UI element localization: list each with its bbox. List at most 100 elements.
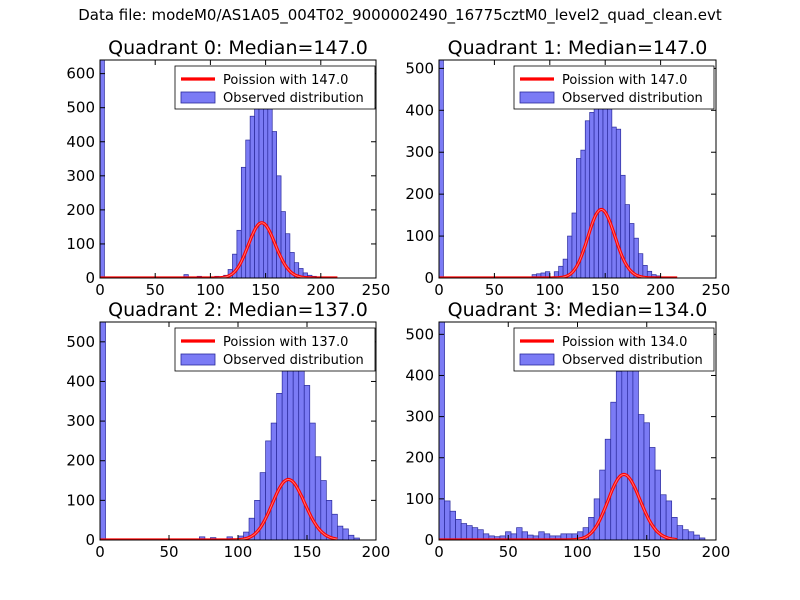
- histogram-bar: [444, 500, 451, 540]
- y-tick-label: 500: [405, 59, 434, 77]
- histogram-bar: [281, 355, 289, 540]
- chart-panel-0: Quadrant 0: Median=147.0 0 50 100 150 200 250 0…: [66, 37, 390, 299]
- histogram-bar: [638, 414, 645, 540]
- legend-label-observed: Observed distribution: [562, 91, 703, 106]
- legend-box: [513, 65, 715, 110]
- histogram-bar: [471, 527, 479, 540]
- histogram-bar: [682, 529, 689, 540]
- y-tick-label: 400: [66, 133, 95, 151]
- histogram-bar: [298, 343, 305, 540]
- histogram-bar: [687, 531, 695, 540]
- plot-area: [439, 322, 706, 540]
- chart-panel-2: Quadrant 2: Median=137.0 0 50 100 150 200 0 100…: [66, 299, 390, 561]
- y-tick-label: 0: [85, 269, 95, 287]
- histogram-bar: [589, 112, 595, 278]
- histogram-bar: [236, 229, 242, 278]
- histogram-bar: [276, 175, 282, 278]
- legend-label-observed: Observed distribution: [562, 353, 703, 368]
- histogram-bar: [271, 131, 277, 278]
- y-tick-label: 500: [66, 99, 95, 117]
- x-tick-label: 200: [646, 281, 675, 299]
- legend-bar-swatch: [180, 353, 216, 366]
- histogram-bar: [276, 392, 283, 540]
- x-tick-label: 0: [434, 281, 444, 299]
- histogram-bar: [599, 469, 606, 540]
- y-tick-label: 0: [424, 269, 434, 287]
- x-tick-label: 250: [362, 281, 391, 299]
- histogram-bar: [671, 517, 678, 540]
- chart-panel-3: Quadrant 3: Median=134.0 0 50 100 150 200 0 100…: [405, 299, 730, 561]
- y-tick-label: 200: [405, 185, 434, 203]
- histogram-bar: [676, 525, 684, 540]
- histogram-bar: [638, 253, 644, 278]
- x-tick-label: 100: [563, 543, 592, 561]
- chart-title: Quadrant 1: Median=147.0: [448, 37, 708, 59]
- histogram-bar: [611, 126, 617, 278]
- histogram-bar: [615, 371, 623, 540]
- axes-frame: [438, 59, 717, 279]
- histogram-bar: [516, 527, 523, 540]
- x-tick-label: 150: [293, 543, 322, 561]
- histogram-bar: [245, 139, 251, 278]
- y-tick-label: 0: [424, 531, 434, 549]
- y-tick-label: 300: [405, 408, 434, 426]
- x-tick-label: 250: [702, 281, 731, 299]
- histogram-bar: [100, 60, 105, 278]
- x-tick-label: 50: [146, 281, 165, 299]
- legend-label-observed: Observed distribution: [223, 91, 364, 106]
- legend-bar-swatch: [180, 91, 216, 104]
- figure-title: Data file: modeM0/AS1A05_004T02_90000024…: [78, 6, 722, 24]
- plot-area: [100, 322, 360, 540]
- histogram-bar: [466, 525, 473, 540]
- histogram-bar: [607, 93, 613, 278]
- histogram-bar: [610, 401, 617, 540]
- x-tick-label: 100: [196, 281, 225, 299]
- poisson-curve-highlight: [439, 474, 678, 540]
- x-tick-label: 100: [224, 543, 253, 561]
- y-tick-label: 400: [66, 372, 95, 390]
- y-tick-label: 0: [85, 531, 95, 549]
- histogram-bar: [615, 128, 622, 278]
- legend-bar-swatch: [519, 91, 555, 104]
- y-tick-label: 200: [66, 452, 95, 470]
- y-tick-label: 100: [66, 491, 95, 509]
- histogram-bar: [280, 211, 286, 278]
- histogram-bar: [100, 322, 106, 540]
- histogram-bar: [632, 346, 639, 540]
- histogram-bar: [254, 88, 260, 278]
- histogram-bar: [183, 274, 189, 278]
- x-tick-label: 0: [95, 543, 105, 561]
- histogram-bar: [270, 422, 277, 540]
- y-tick-label: 300: [405, 143, 434, 161]
- histogram-bar: [259, 472, 266, 540]
- histogram-bar: [353, 537, 360, 540]
- histogram-bar: [303, 385, 311, 540]
- histogram-bar: [633, 237, 639, 278]
- histogram-bar: [348, 534, 355, 540]
- legend-label-poisson: Poission with 147.0: [562, 73, 687, 88]
- chart-title: Quadrant 0: Median=147.0: [108, 37, 368, 59]
- histogram-bar: [439, 60, 444, 278]
- x-tick-label: 0: [95, 281, 105, 299]
- histogram-bar: [249, 115, 255, 278]
- x-tick-label: 150: [591, 281, 620, 299]
- histogram-bar: [331, 513, 338, 540]
- histogram-bar: [342, 528, 349, 540]
- plot-area: [439, 60, 678, 278]
- y-tick-label: 300: [66, 167, 95, 185]
- histogram-bar: [337, 525, 344, 540]
- y-tick-label: 200: [405, 449, 434, 467]
- y-tick-label: 400: [405, 101, 434, 119]
- legend-bar-swatch: [519, 353, 555, 366]
- x-tick-label: 200: [702, 543, 731, 561]
- histogram-bar: [325, 500, 333, 540]
- x-tick-label: 100: [535, 281, 564, 299]
- histogram-bar: [665, 500, 673, 540]
- histogram-bar: [693, 534, 700, 540]
- axes-frame: [99, 59, 377, 279]
- histogram-bar: [439, 322, 445, 540]
- poisson-curve-highlight: [100, 479, 338, 540]
- y-tick-label: 400: [405, 366, 434, 384]
- histogram-bar: [455, 519, 462, 540]
- histogram-bar: [292, 361, 300, 540]
